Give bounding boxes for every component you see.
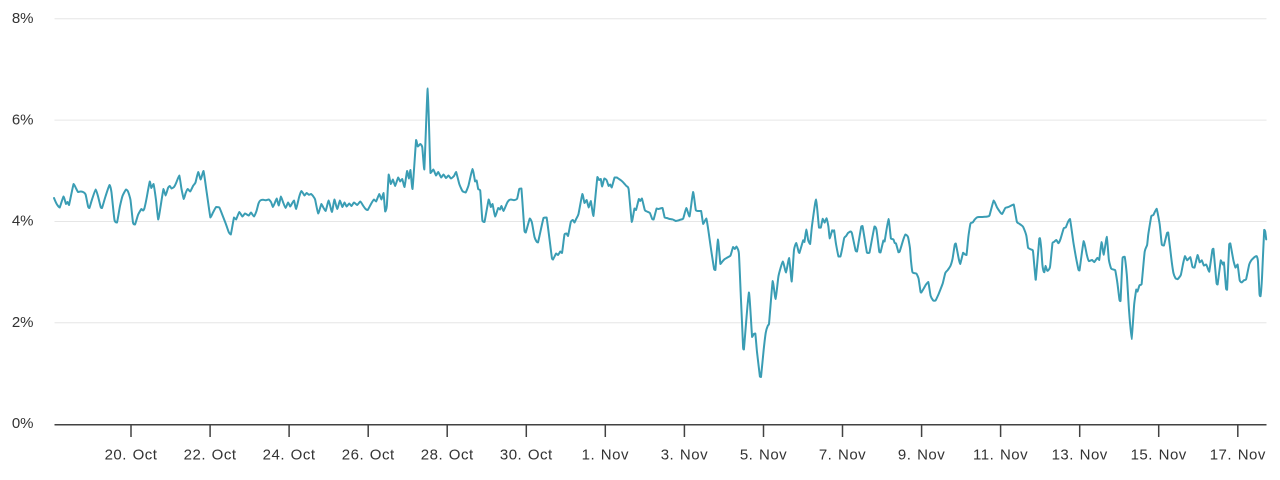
svg-text:11. Nov: 11. Nov — [973, 447, 1028, 464]
svg-text:0%: 0% — [12, 415, 34, 432]
svg-text:7. Nov: 7. Nov — [819, 447, 866, 464]
svg-text:28. Oct: 28. Oct — [421, 447, 474, 464]
svg-text:26. Oct: 26. Oct — [342, 447, 395, 464]
svg-text:8%: 8% — [12, 10, 34, 27]
svg-text:1. Nov: 1. Nov — [582, 447, 629, 464]
svg-text:13. Nov: 13. Nov — [1052, 447, 1108, 464]
svg-text:17. Nov: 17. Nov — [1210, 447, 1266, 464]
svg-text:20. Oct: 20. Oct — [105, 447, 158, 464]
svg-text:24. Oct: 24. Oct — [263, 447, 316, 464]
svg-text:5. Nov: 5. Nov — [740, 447, 787, 464]
svg-text:3. Nov: 3. Nov — [661, 447, 708, 464]
svg-text:22. Oct: 22. Oct — [184, 447, 237, 464]
svg-text:6%: 6% — [12, 111, 34, 128]
svg-text:15. Nov: 15. Nov — [1131, 447, 1187, 464]
svg-text:4%: 4% — [12, 213, 34, 230]
svg-text:2%: 2% — [12, 314, 34, 331]
svg-text:30. Oct: 30. Oct — [500, 447, 553, 464]
svg-text:9. Nov: 9. Nov — [898, 447, 945, 464]
